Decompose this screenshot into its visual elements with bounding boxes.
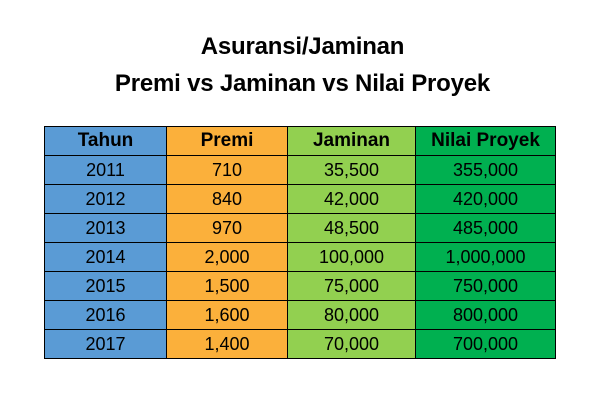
cell-tahun: 2012 (44, 184, 167, 214)
table-row: 2015 1,500 75,000 750,000 (44, 271, 556, 301)
table-row: 2016 1,600 80,000 800,000 (44, 300, 556, 330)
cell-jaminan: 35,500 (287, 155, 416, 185)
table-row: 2012 840 42,000 420,000 (44, 184, 556, 214)
cell-premi: 970 (166, 213, 288, 243)
data-table: Tahun Premi Jaminan Nilai Proyek 2011 71… (44, 126, 556, 359)
cell-premi: 1,400 (166, 329, 288, 359)
header-jaminan: Jaminan (287, 126, 416, 156)
cell-nilai-proyek: 800,000 (415, 300, 556, 330)
cell-nilai-proyek: 1,000,000 (415, 242, 556, 272)
cell-tahun: 2016 (44, 300, 167, 330)
header-nilai-proyek: Nilai Proyek (415, 126, 556, 156)
table-row: 2014 2,000 100,000 1,000,000 (44, 242, 556, 272)
cell-jaminan: 100,000 (287, 242, 416, 272)
chart-title: Asuransi/Jaminan Premi vs Jaminan vs Nil… (0, 28, 605, 102)
cell-tahun: 2014 (44, 242, 167, 272)
cell-nilai-proyek: 750,000 (415, 271, 556, 301)
header-row: Tahun Premi Jaminan Nilai Proyek (44, 126, 556, 156)
cell-tahun: 2011 (44, 155, 167, 185)
cell-jaminan: 42,000 (287, 184, 416, 214)
title-line-1: Asuransi/Jaminan (200, 33, 405, 60)
table-row: 2011 710 35,500 355,000 (44, 155, 556, 185)
cell-jaminan: 48,500 (287, 213, 416, 243)
cell-premi: 710 (166, 155, 288, 185)
cell-premi: 2,000 (166, 242, 288, 272)
cell-jaminan: 70,000 (287, 329, 416, 359)
table-row: 2013 970 48,500 485,000 (44, 213, 556, 243)
cell-jaminan: 75,000 (287, 271, 416, 301)
cell-tahun: 2013 (44, 213, 167, 243)
header-tahun: Tahun (44, 126, 167, 156)
cell-premi: 840 (166, 184, 288, 214)
cell-tahun: 2015 (44, 271, 167, 301)
cell-premi: 1,600 (166, 300, 288, 330)
cell-nilai-proyek: 700,000 (415, 329, 556, 359)
cell-nilai-proyek: 420,000 (415, 184, 556, 214)
cell-nilai-proyek: 355,000 (415, 155, 556, 185)
cell-premi: 1,500 (166, 271, 288, 301)
table-row: 2017 1,400 70,000 700,000 (44, 329, 556, 359)
cell-jaminan: 80,000 (287, 300, 416, 330)
cell-nilai-proyek: 485,000 (415, 213, 556, 243)
header-premi: Premi (166, 126, 288, 156)
title-line-2: Premi vs Jaminan vs Nilai Proyek (114, 70, 491, 97)
cell-tahun: 2017 (44, 329, 167, 359)
